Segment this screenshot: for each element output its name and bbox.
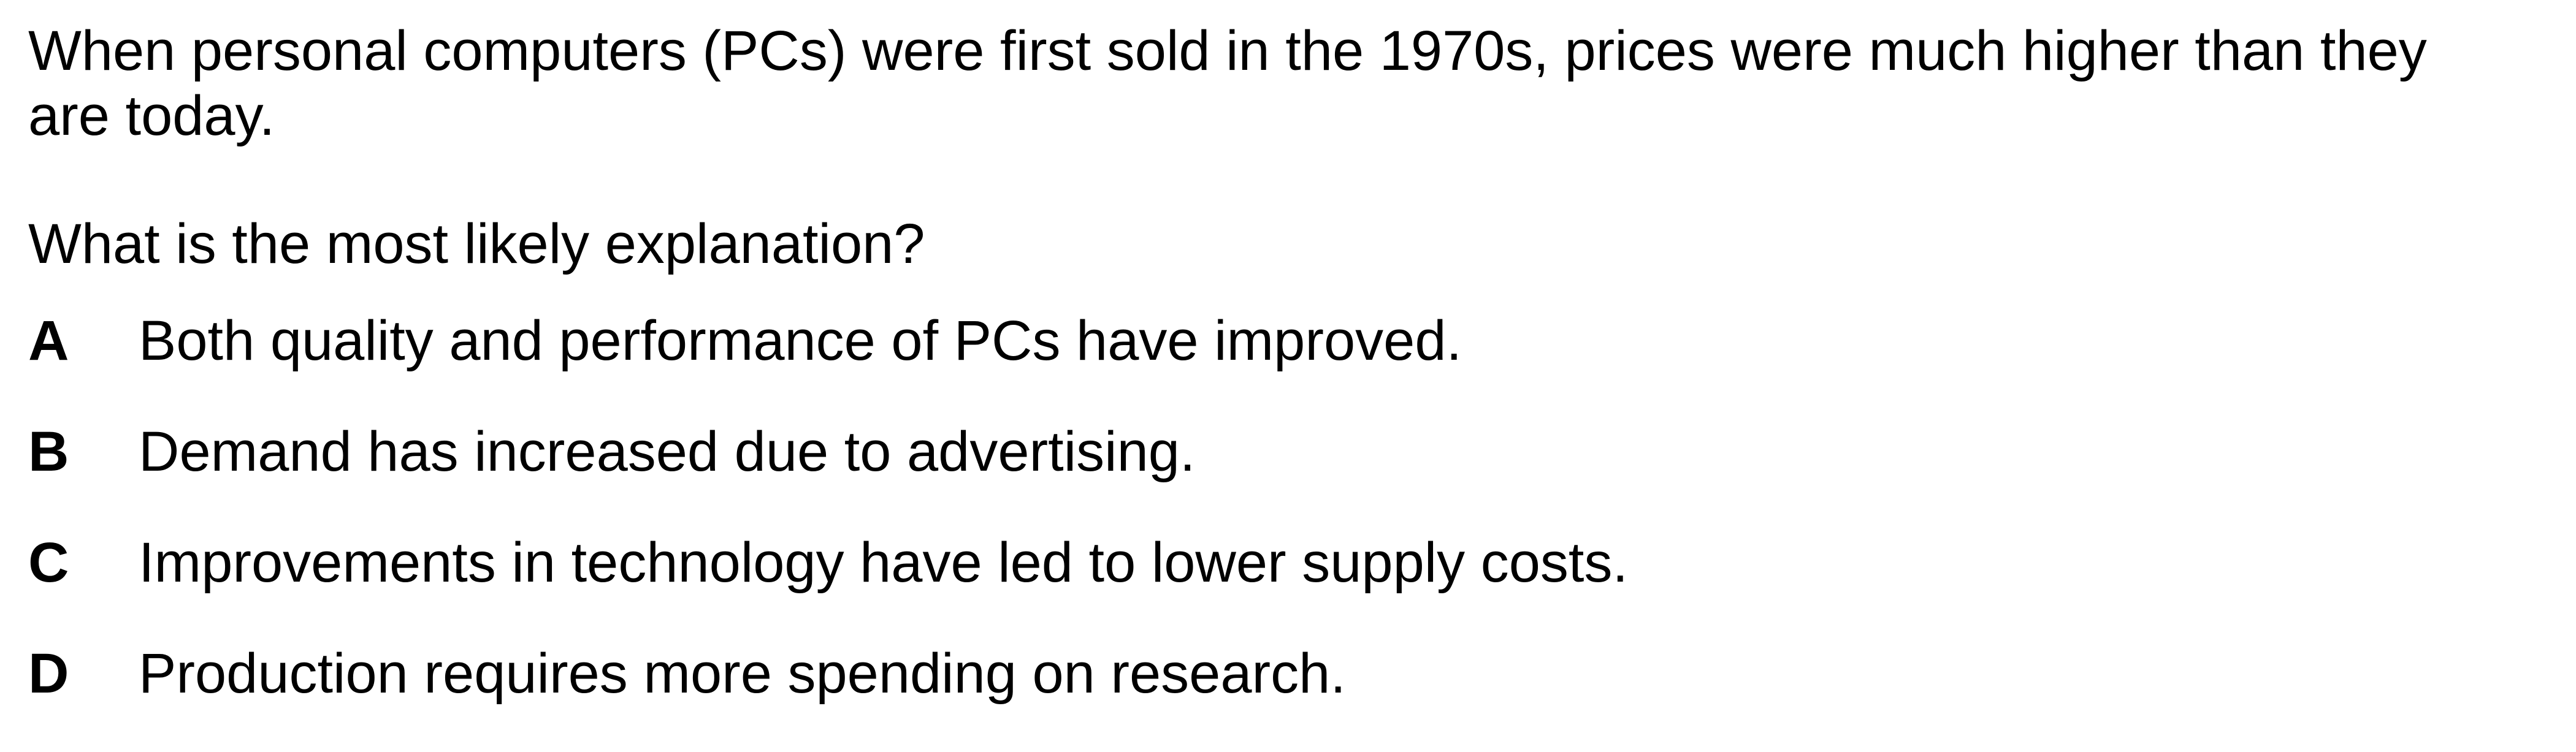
answer-option-a[interactable]: A Both quality and performance of PCs ha…	[28, 308, 2542, 373]
option-letter: A	[28, 310, 69, 372]
option-text: Improvements in technology have led to l…	[139, 531, 1629, 594]
option-text: Production requires more spending on res…	[139, 642, 1346, 705]
question-stem: When personal computers (PCs) were first…	[28, 20, 2427, 147]
answer-option-c[interactable]: C Improvements in technology have led to…	[28, 530, 2542, 595]
answer-option-d[interactable]: D Production requires more spending on r…	[28, 641, 2542, 706]
answer-option-b[interactable]: B Demand has increased due to advertisin…	[28, 419, 2542, 484]
option-letter: C	[28, 531, 69, 594]
question-block: When personal computers (PCs) were first…	[28, 18, 2542, 752]
option-letter: D	[28, 642, 69, 705]
option-text: Demand has increased due to advertising.	[139, 420, 1196, 483]
answer-options: A Both quality and performance of PCs ha…	[28, 308, 2542, 706]
question-prompt: What is the most likely explanation?	[28, 213, 925, 275]
option-text: Both quality and performance of PCs have…	[139, 310, 1462, 372]
option-letter: B	[28, 420, 69, 483]
